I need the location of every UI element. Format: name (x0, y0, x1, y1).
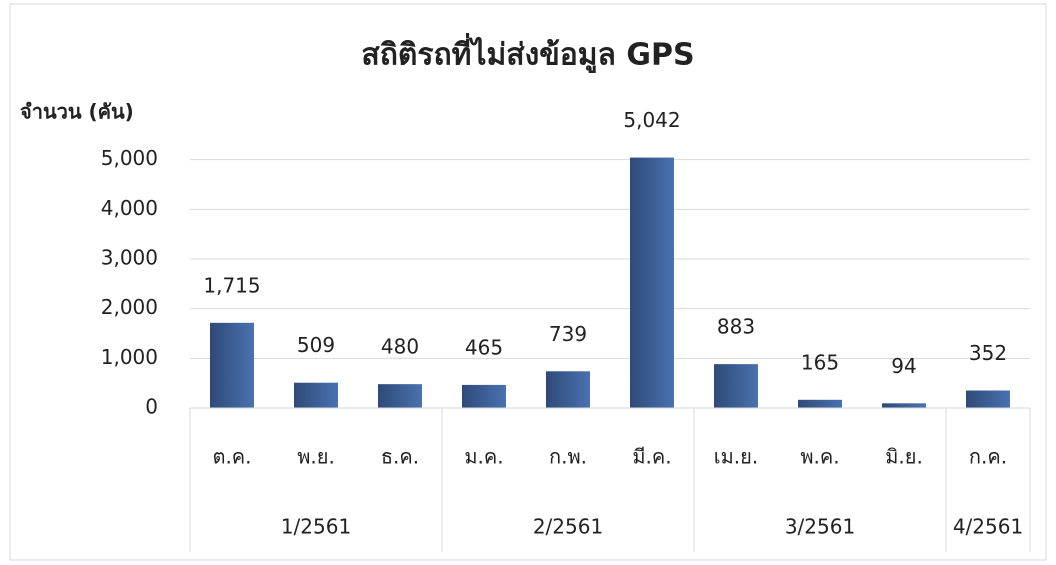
data-label: 5,042 (623, 108, 680, 132)
bar (630, 157, 674, 408)
y-tick-label: 5,000 (101, 146, 158, 170)
y-tick-label: 4,000 (101, 196, 158, 220)
y-axis-title: จำนวน (คัน) (20, 100, 134, 124)
y-tick-label: 0 (145, 395, 158, 419)
chart-border (9, 3, 1047, 561)
x-tick-label: มี.ค. (632, 445, 671, 469)
x-tick-label: มิ.ย. (885, 445, 923, 469)
x-tick-label: ม.ค. (464, 445, 503, 469)
group-label: 1/2561 (281, 515, 351, 539)
group-label: 4/2561 (953, 515, 1023, 539)
bar (378, 384, 422, 408)
data-label: 352 (969, 341, 1007, 365)
y-tick-label: 2,000 (101, 295, 158, 319)
bar (546, 371, 590, 408)
x-tick-label: พ.ค. (800, 445, 839, 469)
x-tick-label: ต.ค. (212, 445, 251, 469)
bar (966, 390, 1010, 408)
bar (210, 322, 254, 408)
x-tick-label: เม.ย. (714, 445, 758, 469)
y-tick-label: 3,000 (101, 246, 158, 270)
data-label: 739 (549, 322, 587, 346)
y-tick-label: 1,000 (101, 345, 158, 369)
data-label: 465 (465, 335, 503, 359)
bar (294, 382, 338, 408)
bar (798, 399, 842, 408)
bar (462, 384, 506, 408)
group-label: 2/2561 (533, 515, 603, 539)
bar (882, 403, 926, 408)
data-label: 480 (381, 335, 419, 359)
data-label: 1,715 (203, 273, 260, 297)
data-label: 94 (891, 354, 916, 378)
x-tick-label: พ.ย. (297, 445, 335, 469)
data-label: 165 (801, 350, 839, 374)
group-label: 3/2561 (785, 515, 855, 539)
chart-title: สถิติรถที่ไม่ส่งข้อมูล GPS (361, 33, 694, 74)
data-label: 883 (717, 315, 755, 339)
x-tick-label: ธ.ค. (381, 445, 419, 469)
x-tick-label: ก.ค. (969, 445, 1007, 469)
data-label: 509 (297, 333, 335, 357)
x-tick-label: ก.พ. (549, 445, 587, 469)
bar (714, 364, 758, 408)
